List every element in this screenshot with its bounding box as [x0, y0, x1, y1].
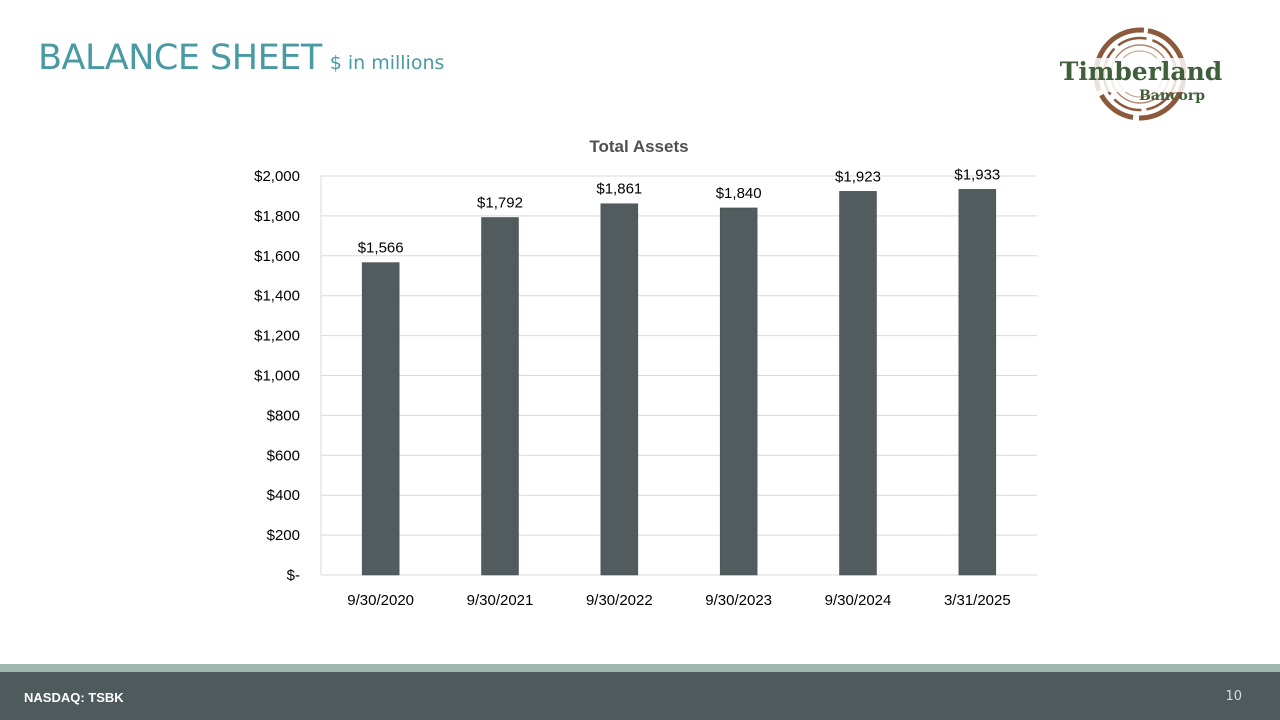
- page-number: 10: [1225, 689, 1242, 704]
- logo-sub: Bancorp: [1139, 88, 1205, 104]
- x-tick-label: 9/30/2024: [825, 592, 892, 609]
- timberland-logo: Timberland Bancorp: [1052, 27, 1232, 121]
- y-tick-label: $1,200: [254, 328, 300, 345]
- bar: [839, 191, 877, 576]
- total-assets-chart: Total Assets $- $200 $400 $600 $800 $1,000 $1,…: [254, 137, 1037, 609]
- x-tick-label: 3/31/2025: [944, 592, 1011, 609]
- value-labels: $1,566 $1,792 $1,861 $1,840 $1,923 $1,933: [358, 166, 1001, 256]
- y-tick-label: $1,600: [254, 248, 300, 265]
- x-axis-ticks: 9/30/2020 9/30/2021 9/30/2022 9/30/2023 9/30…: [347, 592, 1010, 609]
- chart-grid: [320, 175, 1037, 576]
- bar: [481, 217, 519, 576]
- stock-ticker: NASDAQ: TSBK: [24, 690, 124, 705]
- value-label: $1,840: [716, 185, 762, 202]
- y-tick-label: $2,000: [254, 168, 300, 185]
- y-tick-label: $400: [267, 487, 300, 504]
- chart-bars: [361, 189, 997, 576]
- x-tick-label: 9/30/2022: [586, 592, 653, 609]
- value-label: $1,566: [358, 240, 404, 257]
- y-tick-label: $200: [267, 527, 300, 544]
- logo-name: Timberland: [1060, 57, 1222, 86]
- bar: [361, 262, 400, 576]
- x-tick-label: 9/30/2021: [467, 592, 534, 609]
- x-tick-label: 9/30/2020: [347, 592, 414, 609]
- y-tick-label: $600: [267, 447, 300, 464]
- y-tick-label: $1,000: [254, 368, 300, 385]
- x-tick-label: 9/30/2023: [705, 592, 772, 609]
- value-label: $1,933: [954, 166, 1000, 183]
- bar: [958, 189, 997, 576]
- chart-title: Total Assets: [589, 137, 688, 156]
- y-tick-label: $1,400: [254, 288, 300, 305]
- y-tick-label: $1,800: [254, 208, 300, 225]
- slide-title-row: BALANCE SHEET $ in millions: [38, 38, 444, 78]
- y-axis-ticks: $- $200 $400 $600 $800 $1,000 $1,200 $1,400 $1,6…: [254, 168, 300, 584]
- slide-subtitle: $ in millions: [329, 52, 445, 74]
- value-label: $1,792: [477, 194, 523, 211]
- y-tick-label: $800: [267, 407, 300, 424]
- y-tick-label: $-: [287, 567, 300, 584]
- footer-stripe: [0, 664, 1280, 672]
- value-label: $1,861: [596, 181, 642, 198]
- footer-bar: NASDAQ: TSBK 10: [0, 672, 1280, 720]
- value-label: $1,923: [835, 168, 881, 185]
- bar: [719, 207, 758, 576]
- slide-title: BALANCE SHEET: [38, 38, 322, 78]
- bar: [600, 203, 639, 576]
